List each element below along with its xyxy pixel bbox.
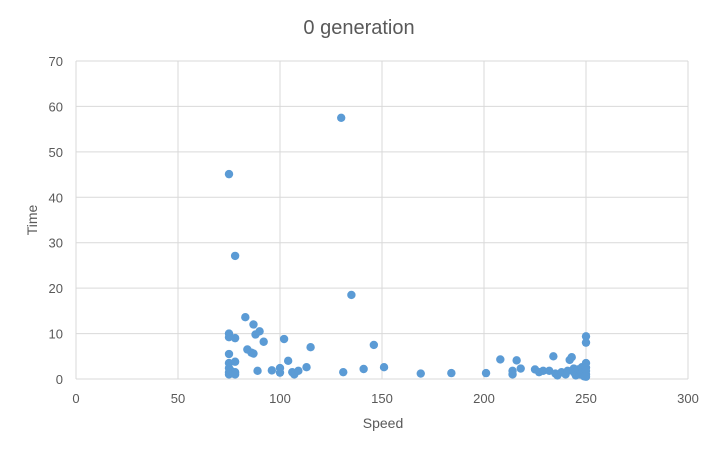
y-tick-label: 40 xyxy=(49,190,63,205)
data-point xyxy=(249,349,258,358)
tick-labels: 0 10 20 30 40 50 60 70 0 50 100 150 200 250 300 xyxy=(49,54,699,406)
x-tick-label: 150 xyxy=(371,391,393,406)
data-point xyxy=(538,366,548,376)
y-tick-label: 60 xyxy=(49,99,63,114)
data-point xyxy=(249,320,258,329)
data-point xyxy=(224,169,234,179)
y-tick-label: 50 xyxy=(49,145,63,160)
y-tick-label: 30 xyxy=(49,236,63,251)
data-point xyxy=(230,357,240,366)
data-point xyxy=(496,355,505,364)
data-point xyxy=(369,340,379,350)
data-point xyxy=(337,113,346,122)
data-point xyxy=(516,364,525,373)
data-point xyxy=(302,362,311,372)
data-point xyxy=(230,333,240,343)
data-point xyxy=(416,369,425,378)
data-point xyxy=(230,370,240,379)
x-axis-title: Speed xyxy=(363,415,403,431)
data-point xyxy=(359,364,368,374)
data-points xyxy=(224,113,591,381)
data-point xyxy=(294,366,303,376)
data-point xyxy=(279,334,289,344)
data-point xyxy=(267,366,277,375)
data-point xyxy=(283,356,293,366)
data-point xyxy=(253,366,262,376)
y-tick-label: 70 xyxy=(49,54,63,69)
y-tick-label: 0 xyxy=(56,372,63,387)
data-point xyxy=(512,356,521,365)
data-point xyxy=(230,251,240,261)
data-point xyxy=(224,349,234,359)
data-point xyxy=(259,337,268,346)
data-point xyxy=(241,313,250,322)
data-point xyxy=(481,368,491,378)
y-tick-label: 20 xyxy=(49,281,63,296)
data-point xyxy=(447,368,456,378)
data-point xyxy=(508,370,517,379)
data-point xyxy=(275,368,285,377)
data-point xyxy=(339,367,348,377)
data-point xyxy=(581,332,591,341)
gridlines xyxy=(75,60,689,380)
x-tick-label: 200 xyxy=(473,391,495,406)
data-point xyxy=(581,338,591,347)
chart-title: 0 generation xyxy=(303,17,414,39)
data-point xyxy=(549,352,558,361)
data-point xyxy=(255,327,264,336)
y-axis-title: Time xyxy=(24,204,40,235)
x-tick-label: 300 xyxy=(677,391,699,406)
x-tick-label: 50 xyxy=(171,391,185,406)
x-tick-label: 100 xyxy=(269,391,291,406)
data-point xyxy=(306,343,315,352)
data-point xyxy=(567,352,576,362)
data-point xyxy=(379,362,389,372)
data-point xyxy=(347,290,356,300)
x-tick-label: 0 xyxy=(72,391,79,406)
x-tick-label: 250 xyxy=(575,391,597,406)
data-point xyxy=(581,372,591,381)
y-tick-label: 10 xyxy=(49,327,63,342)
